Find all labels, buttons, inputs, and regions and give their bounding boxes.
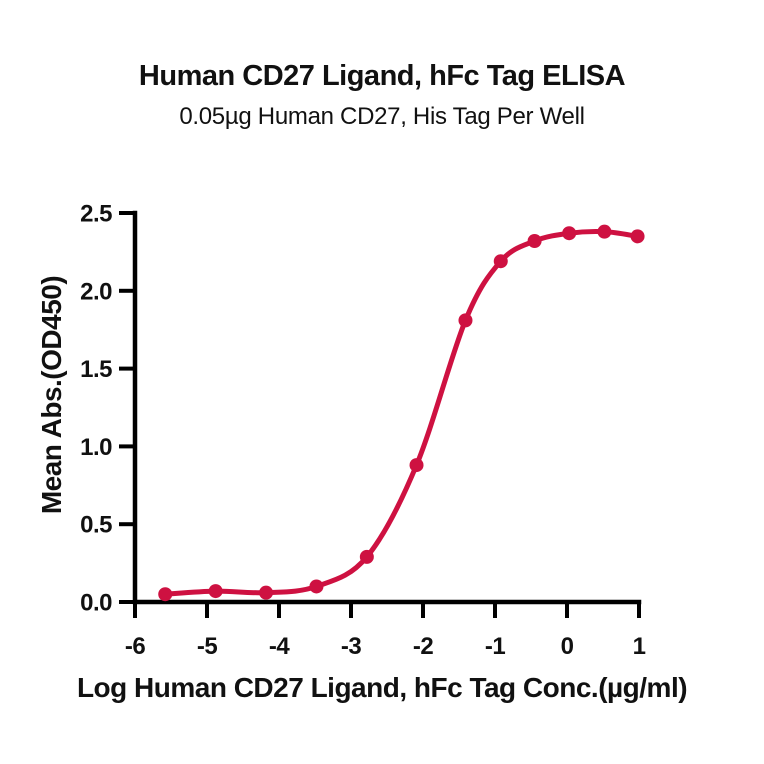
data-point [493,254,508,269]
y-tick-label: 2.0 [80,278,112,305]
x-tick-label: 0 [561,633,574,660]
x-tick-label: -2 [413,633,433,660]
y-tick-label: 0.0 [80,590,112,617]
y-tick-label: 0.5 [80,512,112,539]
x-tick-label: -3 [341,633,361,660]
chart-title: Human CD27 Ligand, hFc Tag ELISA [138,60,626,92]
axes-spines [132,210,642,605]
data-point [158,587,173,602]
y-tick-label: 1.5 [80,356,112,383]
data-point [562,226,577,241]
data-point [259,585,274,600]
x-tick-label: -6 [125,633,145,660]
x-tick-label: -4 [269,633,290,660]
data-point [359,549,374,564]
x-tick-label: -5 [197,633,217,660]
dose-response-curve [162,228,641,597]
data-point [597,224,612,239]
y-tick-label: 1.0 [80,434,112,461]
x-axis-label: Log Human CD27 Ligand, hFc Tag Conc.(µg/… [76,672,688,703]
chart-subtitle: 0.05µg Human CD27, His Tag Per Well [179,103,585,130]
data-point [527,234,542,249]
data-point [409,458,424,473]
x-tick-label: 1 [633,633,646,660]
y-tick-label: 2.5 [80,201,112,228]
data-point [458,313,473,328]
data-point [630,229,645,244]
data-point [208,584,223,599]
x-tick-label: -1 [485,633,505,660]
data-point [309,579,324,594]
